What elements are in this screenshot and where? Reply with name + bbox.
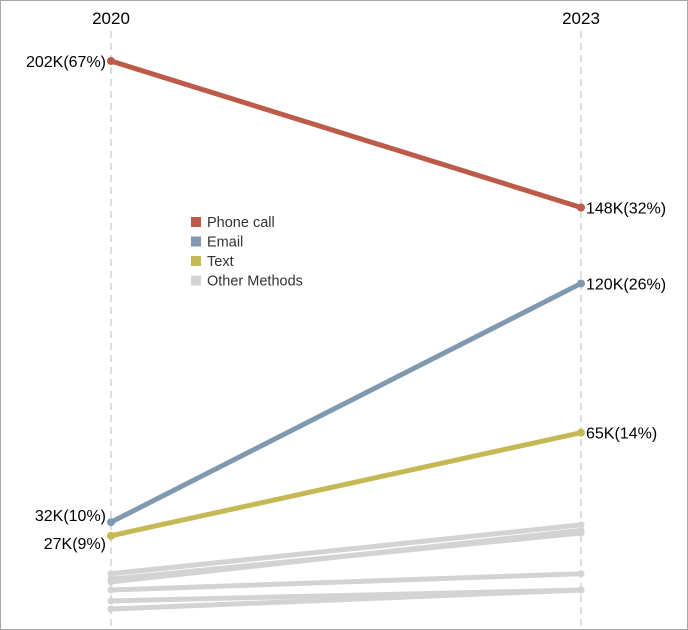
other-methods-point-4-2020 xyxy=(107,586,115,594)
text-label-2020: 27K(9%) xyxy=(44,536,106,553)
legend-label-other-methods: Other Methods xyxy=(207,274,303,290)
other-methods-line-4 xyxy=(108,571,584,593)
legend-swatch-text xyxy=(191,256,201,266)
text-label-2023: 65K(14%) xyxy=(586,426,657,443)
phone-call-point-2023 xyxy=(577,203,585,212)
legend-label-email: Email xyxy=(207,235,243,251)
other-methods-point-1-2023 xyxy=(577,521,585,529)
phone-call-label-2023: 148K(32%) xyxy=(586,200,666,217)
email-line xyxy=(108,280,584,525)
other-methods-point-6-2023 xyxy=(577,586,585,594)
other-methods-point-5-2020 xyxy=(107,597,115,605)
legend-swatch-other-methods xyxy=(191,275,201,286)
email-point-2020 xyxy=(107,518,115,527)
other-methods-line-1 xyxy=(108,522,584,577)
other-methods-point-3-2020 xyxy=(107,578,115,586)
phone-call-label-2020: 202K(67%) xyxy=(26,54,106,71)
legend-swatch-email xyxy=(191,236,201,247)
phone-call-point-2020 xyxy=(107,57,115,65)
legend-swatch-phone-call xyxy=(191,217,201,227)
year-label-2020: 2020 xyxy=(92,9,130,28)
email-label-2020: 32K(10%) xyxy=(35,508,106,525)
email-label-2023: 120K(26%) xyxy=(586,276,666,293)
email-point-2023 xyxy=(577,279,585,288)
text-point-2020 xyxy=(107,531,115,540)
other-methods-line-3 xyxy=(108,527,584,585)
other-methods-point-4-2023 xyxy=(577,570,585,578)
year-label-2023: 2023 xyxy=(562,9,600,28)
other-methods-point-1-2020 xyxy=(107,570,115,578)
text-point-2023 xyxy=(577,428,585,437)
other-methods-line-6 xyxy=(108,587,584,612)
legend-label-text: Text xyxy=(207,254,234,270)
other-methods-point-3-2023 xyxy=(577,526,585,534)
phone-call-line xyxy=(108,58,584,210)
legend-label-phone-call: Phone call xyxy=(207,215,275,231)
text-line xyxy=(108,430,584,539)
other-methods-point-6-2020 xyxy=(107,605,115,613)
